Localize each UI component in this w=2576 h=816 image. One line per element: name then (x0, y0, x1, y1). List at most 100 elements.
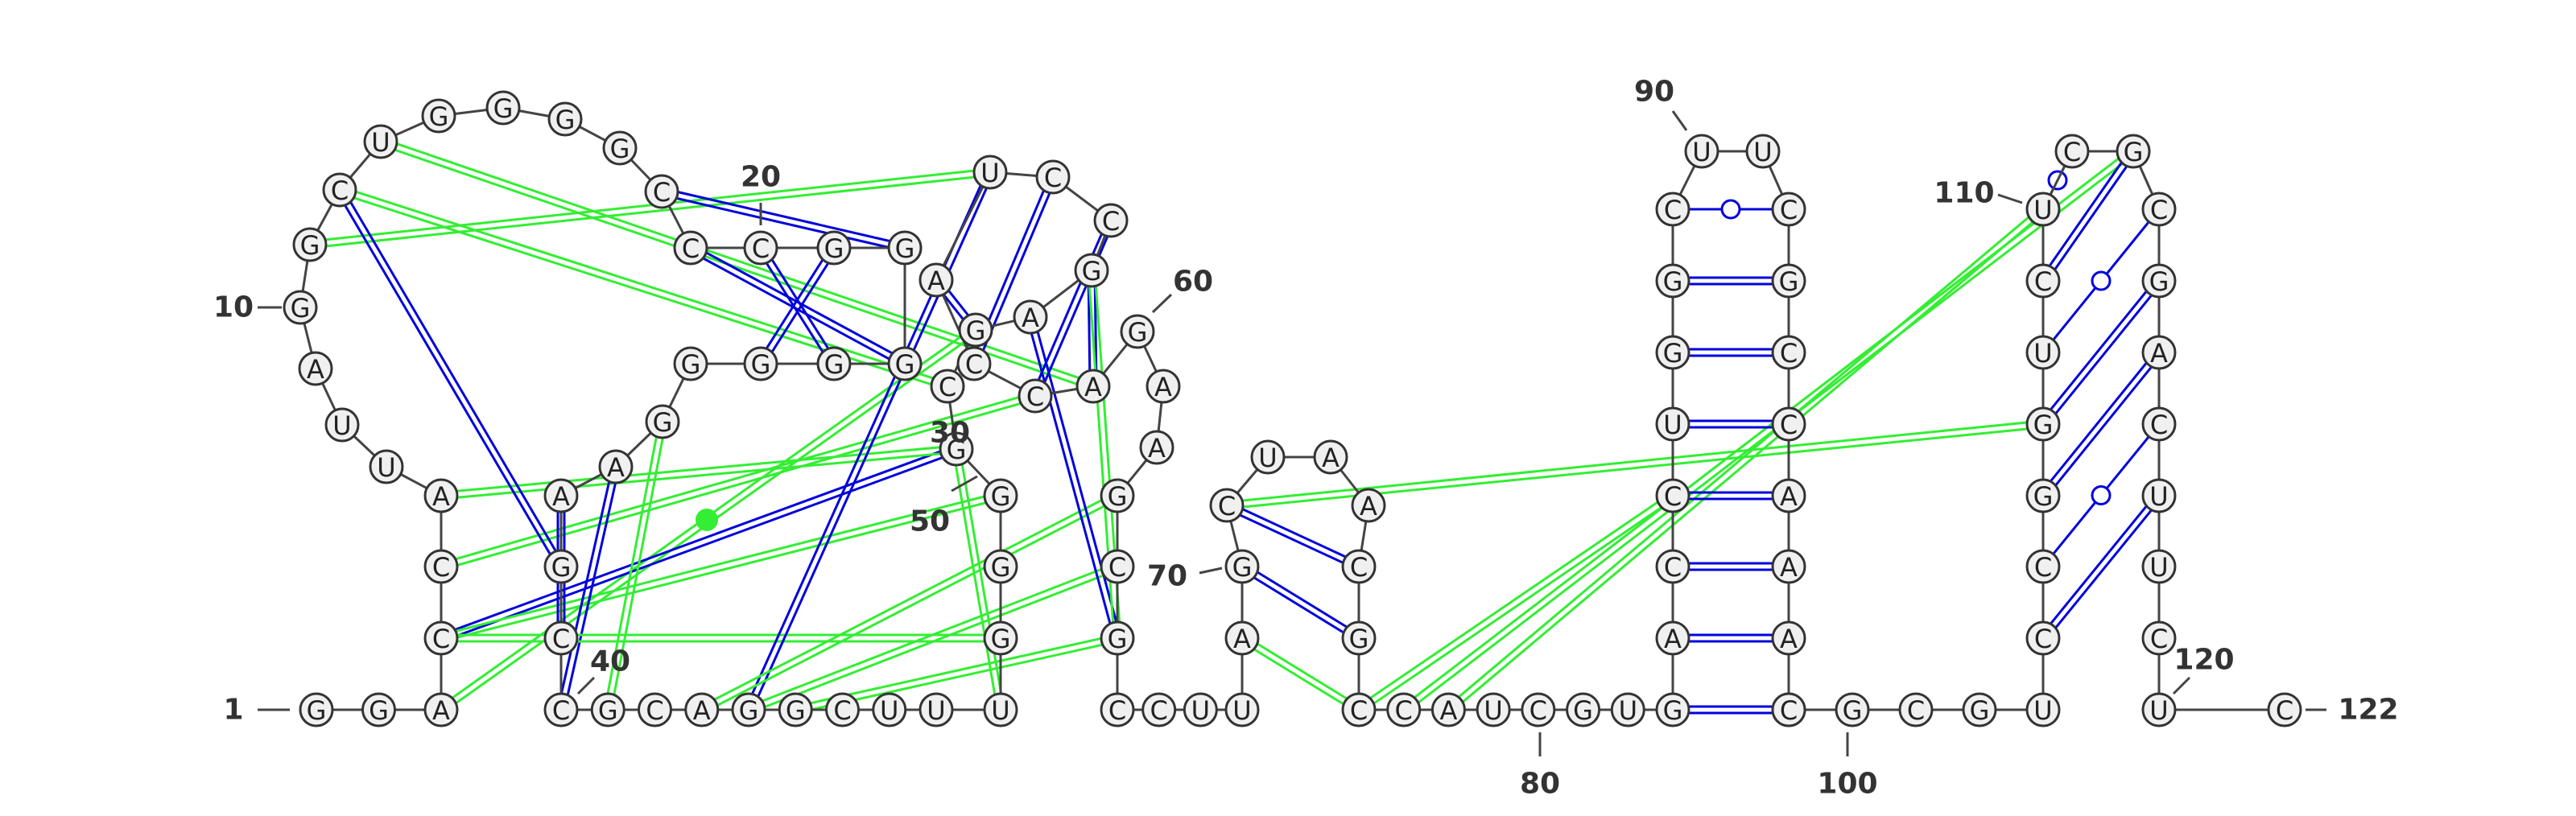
nucleotide-letter: U (2149, 481, 2168, 512)
canonical-pair-line (336, 191, 559, 569)
nucleotide-letter: C (2034, 552, 2052, 583)
nucleotide-100: C (1771, 692, 1806, 727)
nucleotide-104: U (2025, 692, 2061, 727)
position-number: 40 (590, 645, 630, 678)
nucleotide-circle (1100, 620, 1135, 656)
nucleotide-circle (887, 346, 923, 381)
nucleotide-88: G (1655, 263, 1690, 299)
nucleotide-letter: A (693, 695, 711, 726)
position-tick (576, 676, 596, 695)
tertiary-pair-line (1226, 419, 2043, 504)
nucleotide-77: A (1430, 692, 1466, 727)
nucleotide-circle (2025, 620, 2061, 656)
nucleotide-circle (684, 692, 720, 727)
nucleotide-circle (673, 230, 708, 266)
nucleotide-20: C (743, 230, 778, 266)
tertiary-pair-line (1240, 640, 1358, 714)
nucleotide-circle (2141, 406, 2177, 442)
position-number: 70 (1147, 560, 1187, 593)
nucleotide-circle (778, 692, 813, 727)
nucleotide-circle (299, 692, 334, 727)
position-number: 10 (213, 291, 254, 324)
nucleotide-circle (816, 346, 852, 381)
canonical-pair-line (762, 249, 838, 366)
canonical-pair-line (762, 245, 838, 363)
nucleotide-circle (322, 172, 357, 208)
nucleotide-26: G (673, 346, 708, 381)
nucleotide-37: G (778, 692, 813, 727)
nucleotide-18: C (644, 174, 679, 209)
nucleotide-letter: G (300, 230, 320, 261)
nucleotide-101: G (1835, 692, 1870, 727)
nucleotide-letter: U (1258, 443, 1277, 473)
canonical-pair-line (556, 465, 614, 710)
nucleotide-circle (825, 692, 860, 727)
nucleotide-82: G (1655, 692, 1690, 727)
nucleotide-circle (1341, 620, 1377, 656)
nucleotide-letter: G (786, 695, 806, 726)
nucleotide-circle (983, 549, 1018, 584)
nucleotide-35: A (684, 692, 720, 727)
nucleotide-67: A (1224, 620, 1260, 656)
nucleotide-63: C (1100, 692, 1135, 727)
nucleotide-letter: G (947, 435, 967, 465)
nucleotide-circle (421, 98, 456, 134)
nucleotide-letter: G (1663, 338, 1683, 369)
nucleotide-92: C (1771, 192, 1806, 227)
nucleotide-122: C (2267, 692, 2302, 727)
tertiary-pair-line (1360, 497, 1676, 714)
position-number: 110 (1934, 177, 1994, 210)
nucleotide-circle (1074, 253, 1109, 288)
nucleotide-circle (1430, 692, 1466, 727)
nucleotide-14: G (421, 98, 456, 134)
nucleotide-circle (1655, 406, 1690, 442)
nucleotide-53: A (919, 262, 954, 298)
nucleotide-letter: G (2033, 481, 2054, 512)
position-number: 80 (1520, 768, 1560, 801)
nucleotide-circle (543, 549, 579, 584)
nucleotide-57: G (1120, 314, 1155, 349)
nucleotide-letter: G (1970, 695, 1990, 726)
nucleotide-93: G (1771, 263, 1806, 299)
nucleotide-circle (2054, 134, 2090, 169)
nucleotide-letter: C (2150, 410, 2168, 440)
nucleotide-41: U (983, 692, 1018, 727)
position-label-110: 110 (1934, 177, 1994, 210)
nucleotide-31: C (543, 620, 579, 656)
nucleotide-circle (543, 620, 579, 656)
nucleotide-circle (543, 478, 579, 513)
nucleotide-circle (1521, 692, 1556, 727)
position-label-50: 50 (910, 505, 950, 538)
nucleotide-17: G (602, 130, 638, 166)
nucleotide-letter: A (552, 481, 570, 512)
nucleotide-105: C (2025, 620, 2061, 656)
position-number: 1 (223, 694, 243, 727)
canonical-pair-line (2039, 492, 2158, 637)
position-tick (2172, 676, 2191, 695)
wobble-pair-marker (1720, 199, 1741, 220)
nucleotide-circle (1684, 134, 1719, 169)
canonical-pair-line (1243, 563, 1361, 637)
nucleotide-circle (872, 692, 907, 727)
nucleotide-letter: U (2033, 695, 2052, 726)
nucleotide-1: G (299, 692, 334, 727)
nucleotide-letter: A (1084, 372, 1102, 402)
nucleotide-16: G (547, 101, 583, 137)
nucleotide-letter: G (1108, 481, 1128, 512)
nucleotide-78: U (1476, 692, 1511, 727)
nucleotide-38: C (825, 692, 860, 727)
nucleotide-circle (1313, 439, 1348, 475)
nucleotide-letter: A (1148, 433, 1166, 464)
nucleotide-letter: C (1108, 695, 1126, 726)
nucleotide-circle (2141, 549, 2177, 584)
nucleotide-letter: U (1191, 695, 1210, 726)
position-label-90: 90 (1634, 76, 1674, 109)
position-label-100: 100 (1817, 768, 1877, 801)
nucleotide-circle (423, 692, 459, 727)
nucleotide-circle (919, 692, 954, 727)
nucleotide-letter: U (2149, 695, 2168, 726)
nucleotide-circle (1610, 692, 1645, 727)
nucleotide-letter: U (1484, 695, 1502, 726)
nucleotide-circle (369, 449, 404, 484)
nucleotide-letter: G (2149, 266, 2169, 297)
